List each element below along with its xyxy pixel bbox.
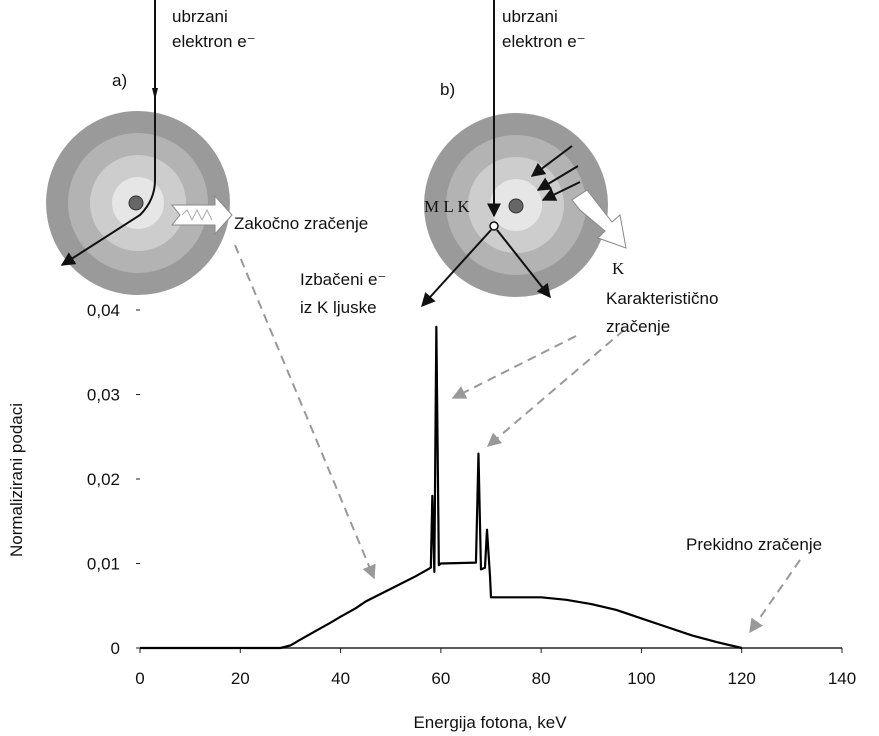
atom-a <box>46 0 233 295</box>
annotation: elektron e⁻ <box>172 32 256 51</box>
y-axis-title: Normalizirani podaci <box>7 403 26 557</box>
x-tick-label: 140 <box>828 669 856 688</box>
x-tick-label: 0 <box>135 669 144 688</box>
data-line <box>140 325 742 650</box>
annotation: zračenje <box>606 317 670 336</box>
y-tick-label: 0,01 <box>87 555 120 574</box>
y-tick-label: 0 <box>111 639 120 658</box>
annotation: elektron e⁻ <box>502 32 586 51</box>
annotation: Izbačeni e⁻ <box>300 270 386 289</box>
atom-b <box>421 0 627 308</box>
annotation: ubrzani <box>502 7 558 26</box>
annotation: Zakočno zračenje <box>234 214 368 233</box>
x-tick-label: 120 <box>728 669 756 688</box>
annotation: M L K <box>424 197 470 216</box>
annotation: Karakteristično <box>606 289 718 308</box>
y-tick-label: 0,04 <box>87 301 120 320</box>
x-tick-label: 40 <box>331 669 350 688</box>
annotation: ubrzani <box>172 7 228 26</box>
x-tick-label: 100 <box>627 669 655 688</box>
x-tick-label: 20 <box>231 669 250 688</box>
x-tick-label: 80 <box>532 669 551 688</box>
annotation: b) <box>440 80 455 99</box>
x-axis-title: Energija fotona, keV <box>413 713 567 732</box>
annotation: iz K ljuske <box>300 298 377 317</box>
y-tick-label: 0,02 <box>87 470 120 489</box>
annotation: a) <box>112 71 127 90</box>
y-tick-label: 0,03 <box>87 386 120 405</box>
x-tick-label: 60 <box>431 669 450 688</box>
annotation: K <box>612 259 625 278</box>
callouts <box>234 244 801 634</box>
annotation: Prekidno zračenje <box>686 535 822 554</box>
